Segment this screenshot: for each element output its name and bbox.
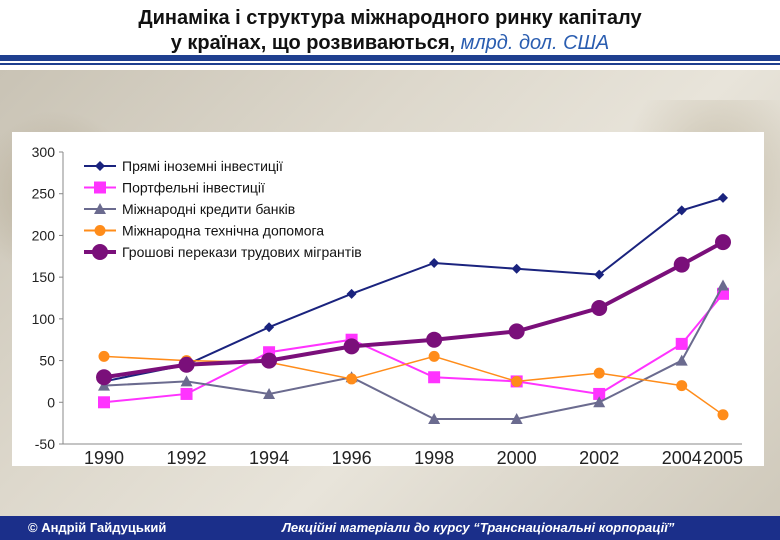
data-point-2: [593, 396, 606, 408]
data-point-4: [508, 323, 525, 340]
y-tick-label: 250: [32, 186, 56, 202]
legend-marker: [94, 203, 106, 214]
legend-label: Міжнародні кредити банків: [122, 201, 295, 217]
data-point-3: [717, 409, 729, 421]
data-point-1: [98, 396, 110, 409]
data-point-2: [428, 412, 441, 424]
data-point-1: [593, 387, 606, 400]
x-tick-label: 2005: [703, 448, 743, 466]
x-tick-label: 1990: [84, 448, 124, 466]
data-point-4: [178, 356, 195, 373]
footer-author: © Андрій Гайдуцький: [28, 520, 167, 535]
data-point-0: [511, 263, 522, 274]
data-point-0: [718, 192, 728, 203]
legend-label: Портфельні інвестиції: [122, 180, 265, 196]
data-point-0: [264, 322, 275, 333]
legend-label: Міжнародна технічна допомога: [122, 223, 324, 239]
data-point-1: [180, 387, 193, 400]
y-tick-label: 100: [32, 311, 56, 327]
data-point-2: [717, 279, 729, 291]
x-tick-label: 2004: [662, 448, 702, 466]
legend-marker: [95, 161, 105, 171]
x-tick-label: 1992: [167, 448, 207, 466]
data-point-2: [675, 354, 688, 366]
title-line-1: Динаміка і структура міжнародного ринку …: [138, 7, 642, 29]
slide-title: Динаміка і структура міжнародного ринку …: [0, 6, 780, 56]
title-line-2: у країнах, що розвиваються, млрд. дол. С…: [0, 31, 780, 56]
footer-bar: © Андрій Гайдуцький Лекційні матеріали д…: [0, 516, 780, 540]
data-point-3: [346, 373, 358, 385]
series-line-2: [103, 285, 724, 420]
title-unit: млрд. дол. США: [460, 32, 610, 54]
data-point-2: [510, 412, 523, 424]
line-chart: -50 0 50 100 150 200 250 300 1990 1992 1994 1996 199…: [32, 144, 743, 466]
footer-course: Лекційні матеріали до курсу “Транснаціон…: [282, 520, 675, 535]
x-tick-label: 2002: [579, 448, 619, 466]
data-point-0: [594, 269, 605, 280]
data-point-1: [428, 371, 441, 384]
x-tick-label: 1994: [249, 448, 289, 466]
chart-area: -50 0 50 100 150 200 250 300 1990 1992 1994 1996 199…: [12, 132, 764, 466]
y-tick-label: 200: [32, 227, 56, 243]
data-point-0: [429, 257, 440, 268]
data-point-4: [673, 256, 690, 273]
x-tick-label: 1998: [414, 448, 454, 466]
title-main: у країнах, що розвиваються,: [170, 32, 456, 54]
data-point-3: [593, 367, 605, 379]
data-point-0: [346, 288, 357, 299]
data-point-3: [98, 350, 110, 362]
title-rule-thick: [0, 55, 780, 61]
data-point-4: [261, 352, 278, 369]
data-point-0: [676, 205, 687, 216]
data-point-2: [263, 387, 276, 399]
data-point-3: [428, 350, 440, 362]
data-point-4: [426, 331, 443, 348]
y-tick-label: 0: [47, 394, 55, 410]
legend-marker: [94, 225, 106, 236]
data-point-4: [343, 338, 360, 355]
legend-label: Грошові перекази трудових мігрантів: [122, 244, 362, 260]
data-point-1: [675, 337, 688, 350]
x-tick-label: 2000: [497, 448, 537, 466]
y-tick-label: 50: [39, 353, 55, 369]
series-line-4: [103, 240, 724, 380]
data-point-4: [591, 300, 608, 317]
data-point-4: [715, 234, 731, 251]
title-rule-thin: [0, 63, 780, 65]
data-point-2: [180, 375, 193, 387]
legend-marker: [92, 244, 108, 260]
legend-marker: [94, 181, 106, 194]
x-tick-label: 1996: [332, 448, 372, 466]
data-point-3: [676, 380, 688, 392]
data-point-4: [96, 369, 112, 386]
y-tick-label: 150: [32, 269, 56, 285]
y-tick-label: -50: [35, 436, 55, 452]
y-tick-label: 300: [32, 144, 56, 160]
data-point-3: [511, 375, 523, 387]
legend-label: Прямі іноземні інвестиції: [122, 158, 283, 174]
